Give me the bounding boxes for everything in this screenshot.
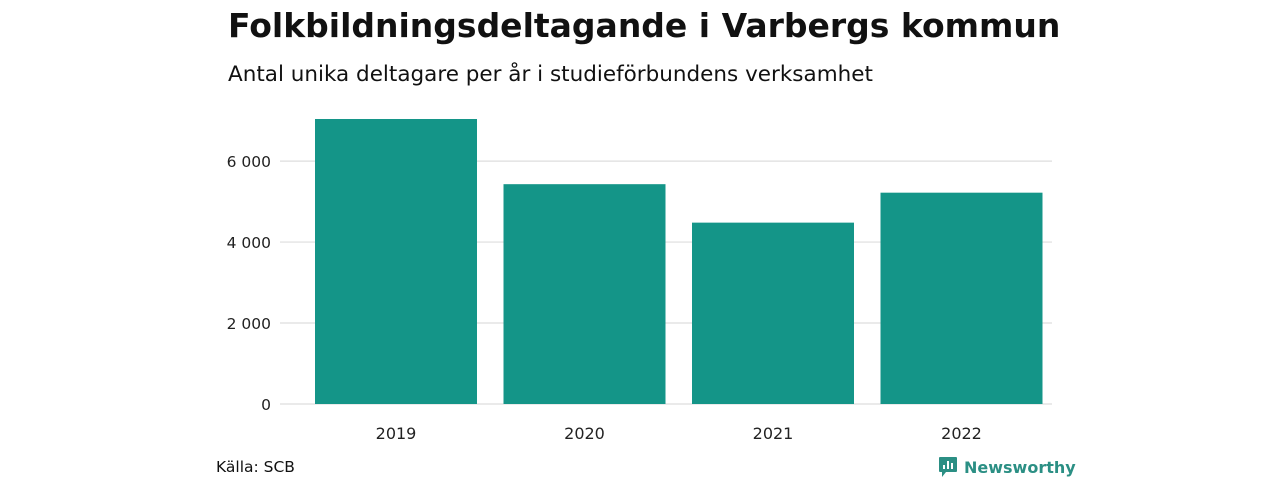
bar bbox=[880, 192, 1043, 404]
x-tick-label: 2020 bbox=[564, 424, 605, 443]
y-tick-label: 0 bbox=[261, 396, 271, 414]
chart-title: Folkbildningsdeltagande i Varbergs kommu… bbox=[228, 6, 1061, 45]
bar bbox=[503, 184, 666, 404]
y-tick-label: 6 000 bbox=[227, 153, 271, 171]
chart-subtitle: Antal unika deltagare per år i studieför… bbox=[228, 62, 873, 87]
newsworthy-logo-icon bbox=[939, 457, 957, 477]
x-tick-label: 2021 bbox=[753, 424, 794, 443]
bar bbox=[315, 119, 477, 404]
y-tick-label: 2 000 bbox=[227, 315, 271, 333]
x-tick-label: 2019 bbox=[376, 424, 417, 443]
x-tick-label: 2022 bbox=[941, 424, 982, 443]
brand-logo: Newsworthy bbox=[938, 456, 1076, 478]
y-tick-label: 4 000 bbox=[227, 234, 271, 252]
brand-name: Newsworthy bbox=[964, 457, 1076, 477]
source-note: Källa: SCB bbox=[216, 458, 295, 476]
bar bbox=[692, 222, 854, 404]
